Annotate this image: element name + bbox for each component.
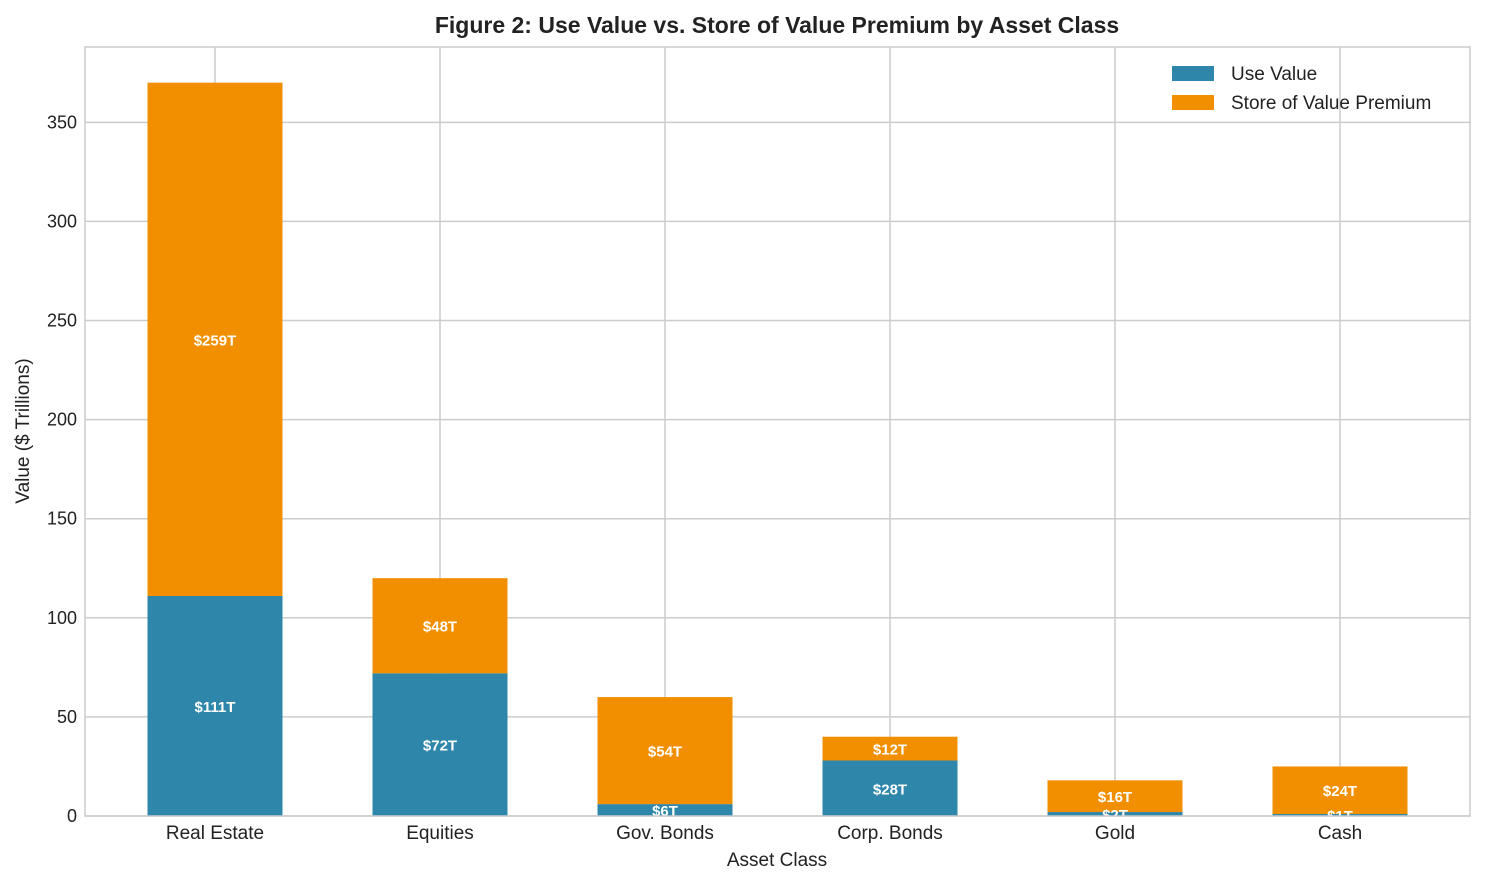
y-axis: 0 50 100 150 200 250 300 350 xyxy=(47,112,77,826)
bar-use-value xyxy=(147,596,283,816)
bar-store-of-value-premium xyxy=(597,697,733,805)
y-tick-label: 100 xyxy=(47,608,77,628)
y-tick-label: 250 xyxy=(47,311,77,331)
bar-store-of-value-premium xyxy=(372,578,508,674)
legend-swatch xyxy=(1172,95,1214,110)
bar-store-of-value-premium xyxy=(1272,766,1408,815)
bar-use-value xyxy=(822,760,958,816)
legend-label: Store of Value Premium xyxy=(1231,93,1431,114)
bar-store-of-value-premium xyxy=(147,82,283,597)
bar-use-value xyxy=(1047,812,1183,816)
bar-data-label: $28T xyxy=(873,781,907,798)
bar-data-label: $48T xyxy=(423,619,457,636)
x-tick-label: Equities xyxy=(406,823,474,844)
bar-data-label: $16T xyxy=(1098,789,1132,806)
bar-data-label: $6T xyxy=(652,803,678,820)
y-tick-label: 300 xyxy=(47,211,77,231)
bar-use-value xyxy=(372,673,508,816)
bar-data-label: $72T xyxy=(423,738,457,755)
bar-data-label: $111T xyxy=(195,699,236,716)
x-tick-label: Gold xyxy=(1095,823,1135,844)
y-tick-label: 150 xyxy=(47,509,77,529)
bar-use-value xyxy=(597,804,733,816)
x-tick-label: Corp. Bonds xyxy=(837,823,943,844)
bar-use-value xyxy=(1272,814,1408,816)
legend-swatch xyxy=(1172,66,1214,81)
x-axis-label: Asset Class xyxy=(727,850,827,871)
legend-label: Use Value xyxy=(1231,64,1317,85)
y-tick-label: 50 xyxy=(57,707,77,727)
plot-frame xyxy=(84,46,1471,817)
bar-data-label: $259T xyxy=(194,332,237,349)
y-tick-label: 200 xyxy=(47,410,77,430)
bar-store-of-value-premium xyxy=(822,736,958,761)
x-axis: Real Estate Equities Gov. Bonds Corp. Bonds… xyxy=(166,823,1362,844)
bar-data-label: $24T xyxy=(1323,783,1357,800)
bars: $111T$259T$72T$48T$6T$54T$28T$12T$2T$16T… xyxy=(147,82,1408,825)
chart-title: Figure 2: Use Value vs. Store of Value P… xyxy=(435,12,1119,38)
y-tick-label: 0 xyxy=(67,806,77,826)
bar-data-label: $54T xyxy=(648,744,682,761)
x-tick-label: Real Estate xyxy=(166,823,264,844)
y-axis-label: Value ($ Trillions) xyxy=(13,358,34,503)
y-tick-label: 350 xyxy=(47,112,77,132)
grid xyxy=(85,47,1470,817)
bar-store-of-value-premium xyxy=(1047,780,1183,813)
x-tick-label: Cash xyxy=(1318,823,1362,844)
x-tick-label: Gov. Bonds xyxy=(616,823,714,844)
bar-data-label: $12T xyxy=(873,742,907,759)
legend: Use Value Store of Value Premium xyxy=(1172,64,1431,114)
